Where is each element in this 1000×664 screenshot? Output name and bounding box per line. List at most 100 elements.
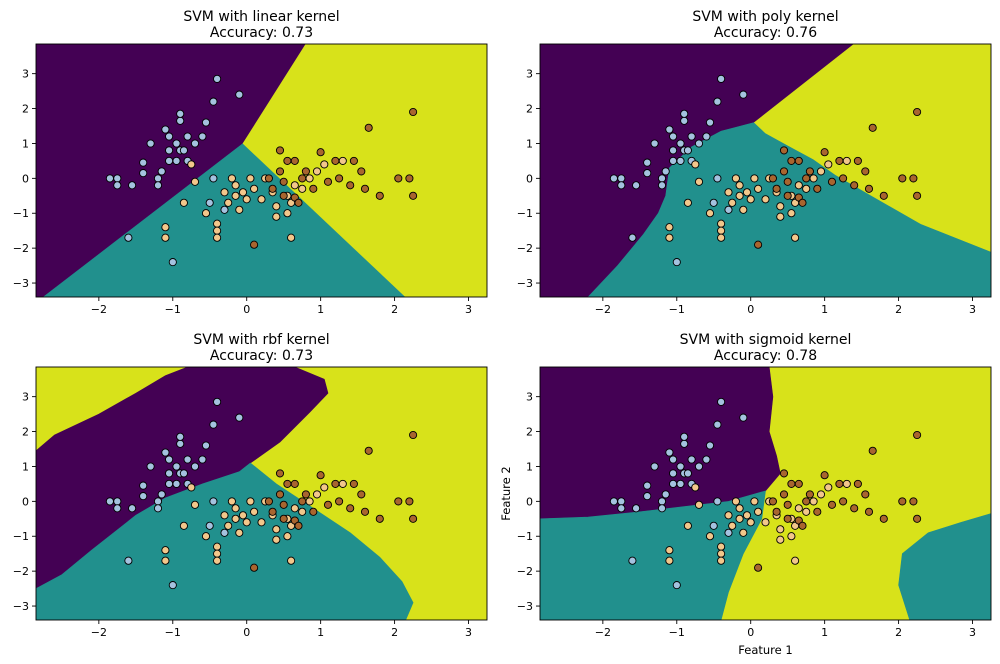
data-point-class-2	[779, 490, 789, 499]
data-point-class-1	[213, 549, 222, 558]
plot-area: −2 −1 0 1 2 3 −3 −2 −1 0 1 2 3	[13, 43, 488, 316]
data-point-class-0	[172, 479, 181, 488]
data-point-class-1	[250, 184, 259, 193]
data-point-class-2	[360, 184, 370, 193]
data-point-class-1	[227, 174, 236, 183]
data-point-class-1	[824, 160, 833, 169]
data-point-class-0	[165, 132, 174, 141]
x-tick-label: 0	[747, 626, 754, 639]
data-point-class-1	[787, 532, 796, 541]
y-tick-label: 0	[526, 172, 533, 185]
x-tick-label: 0	[243, 303, 250, 316]
data-point-class-2	[783, 500, 792, 509]
data-point-class-0	[209, 97, 218, 106]
data-point-class-2	[802, 497, 811, 506]
data-point-class-0	[713, 97, 722, 106]
data-point-class-2	[279, 191, 288, 200]
subplot-title: SVM with linear kernel	[183, 9, 339, 25]
data-point-class-0	[128, 504, 137, 513]
data-point-class-0	[643, 481, 652, 490]
decision-region-class-2	[753, 44, 991, 252]
data-point-class-1	[717, 226, 726, 235]
data-point-class-1	[816, 490, 826, 499]
data-point-class-2	[349, 479, 358, 488]
data-point-class-0	[161, 125, 170, 134]
data-point-class-2	[268, 507, 277, 516]
y-tick-label: −1	[517, 207, 533, 220]
data-point-class-2	[283, 156, 292, 165]
axes-frame	[35, 43, 488, 298]
data-point-class-2	[853, 479, 862, 488]
plot-area: −2 −1 0 1 2 3 −3 −2 −1 0 1 2 3	[517, 366, 992, 639]
subplot-title: SVM with poly kernel	[692, 9, 838, 25]
data-point-class-1	[742, 511, 752, 520]
data-point-class-0	[632, 181, 641, 190]
data-point-class-1	[809, 497, 818, 506]
data-point-class-2	[864, 184, 874, 193]
data-point-class-0	[672, 581, 681, 590]
data-point-class-1	[235, 205, 244, 214]
data-point-class-1	[776, 525, 785, 534]
data-point-class-2	[323, 500, 333, 509]
data-point-class-2	[316, 148, 325, 157]
data-point-class-0	[661, 490, 670, 499]
data-point-class-0	[113, 174, 122, 183]
data-point-class-0	[124, 233, 133, 242]
data-point-class-2	[909, 174, 918, 183]
data-point-class-0	[172, 139, 181, 148]
x-tick-label: 2	[895, 303, 902, 316]
data-point-class-0	[702, 132, 711, 141]
data-point-class-2	[275, 167, 285, 176]
data-point-class-1	[320, 483, 329, 492]
data-point-class-0	[165, 479, 174, 488]
data-point-class-2	[409, 514, 418, 523]
x-tick-label: −2	[91, 303, 107, 316]
data-point-class-2	[794, 156, 803, 165]
plot-area: −2 −1 0 1 2 3 −3 −2 −1 0 1 2 3	[13, 366, 488, 639]
data-point-class-0	[665, 448, 674, 457]
data-point-class-1	[724, 188, 733, 197]
data-point-class-1	[842, 479, 851, 488]
y-tick-label: −1	[13, 530, 29, 543]
data-point-class-0	[650, 462, 659, 471]
data-point-class-0	[657, 497, 667, 506]
x-tick-label: −1	[669, 303, 685, 316]
y-tick-label: −2	[517, 242, 533, 255]
data-point-class-2	[850, 504, 859, 513]
data-point-class-1	[305, 174, 314, 183]
data-point-class-1	[731, 174, 740, 183]
data-point-class-2	[405, 497, 414, 506]
data-point-class-2	[290, 156, 299, 165]
data-point-class-1	[728, 521, 737, 530]
data-point-class-0	[687, 132, 696, 141]
data-point-class-1	[250, 507, 259, 516]
data-point-class-1	[227, 497, 236, 506]
x-tick-label: 2	[895, 626, 902, 639]
data-point-class-2	[798, 521, 807, 530]
data-point-class-2	[783, 514, 792, 523]
data-point-class-0	[669, 132, 678, 141]
data-point-class-0	[176, 116, 185, 125]
axes-frame	[35, 366, 488, 621]
data-point-class-0	[201, 118, 211, 127]
data-point-class-0	[165, 455, 174, 464]
data-point-class-1	[213, 219, 222, 228]
data-point-class-1	[742, 188, 752, 197]
data-point-class-2	[335, 174, 344, 183]
data-point-class-0	[683, 146, 692, 155]
y-tick-label: 1	[22, 460, 29, 473]
data-point-class-0	[176, 109, 185, 118]
y-tick-label: 1	[526, 460, 533, 473]
data-point-class-1	[213, 233, 222, 242]
data-point-class-1	[257, 195, 266, 204]
data-point-class-1	[776, 202, 785, 211]
x-tick-label: −1	[165, 303, 181, 316]
subplot-sigmoid: SVM with sigmoid kernel Accuracy: 0.78 −…	[499, 332, 992, 657]
data-point-class-2	[360, 507, 370, 516]
data-point-class-0	[680, 116, 689, 125]
y-tick-label: −2	[517, 565, 533, 578]
data-point-class-0	[680, 109, 689, 118]
data-point-class-1	[312, 490, 322, 499]
y-tick-label: −1	[517, 530, 533, 543]
data-point-class-0	[201, 441, 211, 450]
